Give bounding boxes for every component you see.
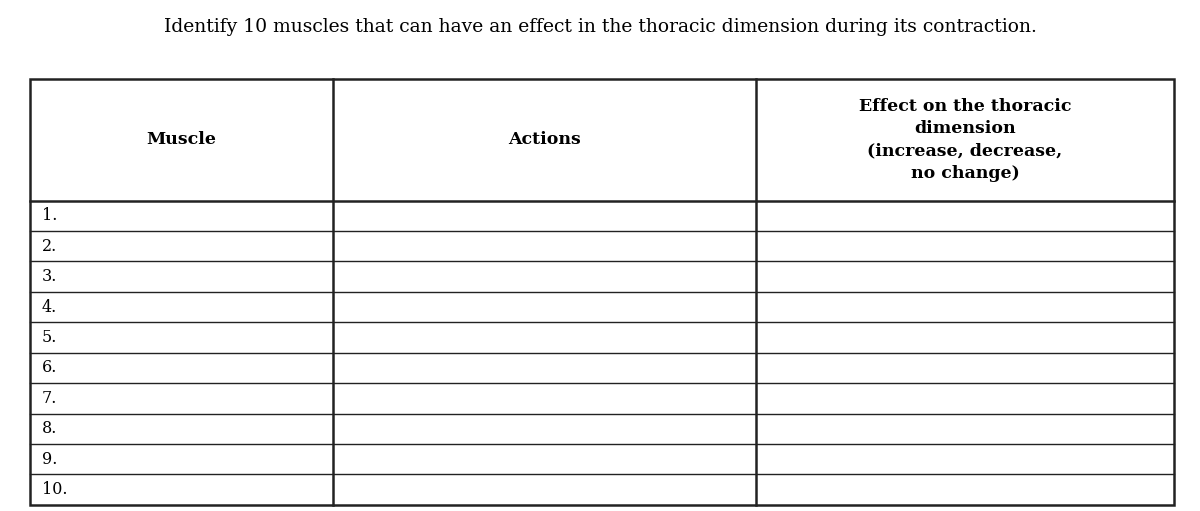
Text: 3.: 3. [42, 268, 58, 285]
Text: 10.: 10. [42, 481, 67, 498]
Text: Identify 10 muscles that can have an effect in the thoracic dimension during its: Identify 10 muscles that can have an eff… [163, 18, 1037, 36]
Text: Actions: Actions [509, 131, 581, 148]
Text: 8.: 8. [42, 420, 58, 437]
Text: 2.: 2. [42, 238, 58, 254]
Text: 6.: 6. [42, 359, 58, 377]
Text: 5.: 5. [42, 329, 58, 346]
Text: 9.: 9. [42, 451, 58, 468]
Text: 7.: 7. [42, 390, 58, 407]
Text: 4.: 4. [42, 298, 58, 315]
Text: Effect on the thoracic
dimension
(increase, decrease,
no change): Effect on the thoracic dimension (increa… [859, 98, 1072, 182]
Text: Muscle: Muscle [146, 131, 216, 148]
Text: 1.: 1. [42, 207, 58, 224]
